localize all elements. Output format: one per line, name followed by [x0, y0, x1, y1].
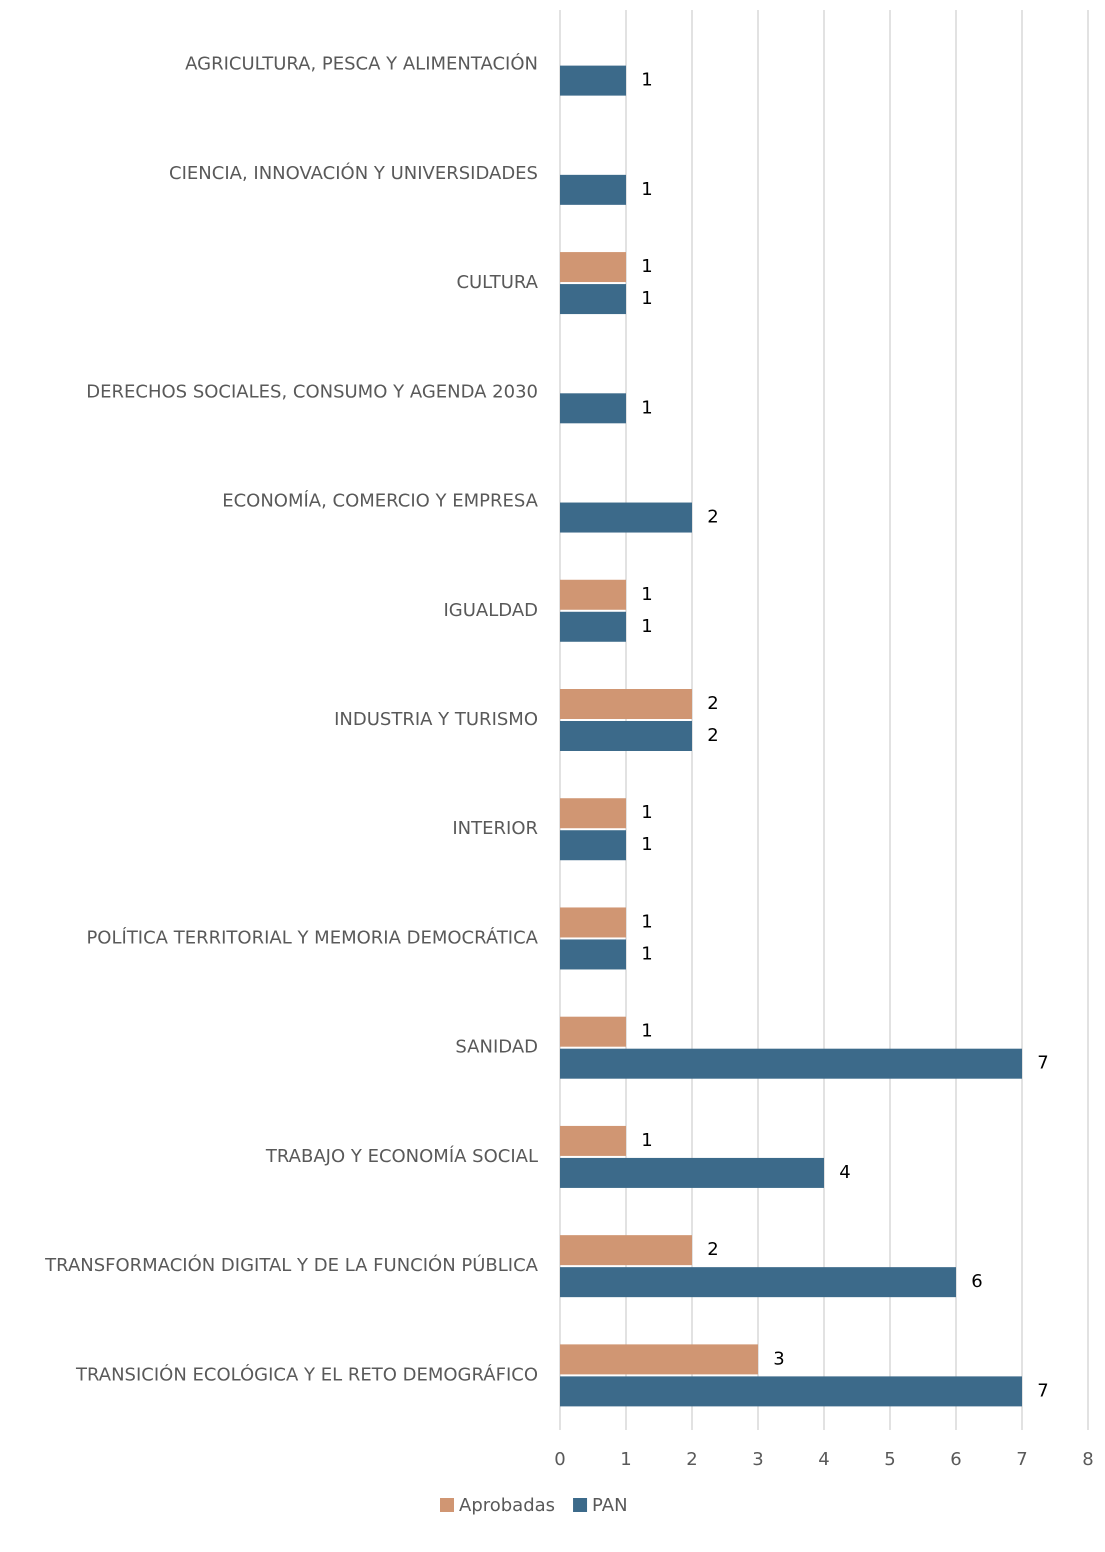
legend-label: Aprobadas — [459, 1495, 555, 1516]
y-tick-label: SANIDAD — [455, 1037, 538, 1058]
x-tick-label: 0 — [554, 1449, 565, 1470]
bar — [560, 689, 692, 719]
value-label: 2 — [707, 693, 718, 714]
value-label: 2 — [707, 725, 718, 746]
bar — [560, 502, 692, 533]
x-tick-label: 7 — [1016, 1449, 1027, 1470]
value-label: 1 — [641, 397, 652, 418]
x-tick-label: 2 — [686, 1449, 697, 1470]
value-label: 1 — [641, 1021, 652, 1042]
value-label: 1 — [641, 802, 652, 823]
value-label: 6 — [971, 1271, 982, 1292]
y-tick-label: IGUALDAD — [444, 600, 539, 621]
y-tick-label: INDUSTRIA Y TURISMO — [334, 709, 538, 730]
value-label: 1 — [641, 834, 652, 855]
value-label: 1 — [641, 943, 652, 964]
x-tick-label: 3 — [752, 1449, 763, 1470]
bar — [560, 174, 626, 205]
bar — [560, 65, 626, 96]
value-label: 4 — [839, 1162, 850, 1183]
bar — [560, 1376, 1022, 1407]
bar — [560, 798, 626, 829]
bar — [560, 830, 626, 861]
bar — [560, 393, 626, 424]
y-tick-label: CULTURA — [456, 272, 538, 293]
y-tick-label: CIENCIA, INNOVACIÓN Y UNIVERSIDADES — [169, 162, 538, 184]
bar — [560, 1016, 626, 1047]
value-label: 3 — [773, 1348, 784, 1369]
bar — [560, 939, 626, 970]
y-tick-label: TRANSICIÓN ECOLÓGICA Y EL RETO DEMOGRÁFI… — [75, 1363, 538, 1385]
legend-label: PAN — [592, 1495, 627, 1516]
x-tick-label: 1 — [620, 1449, 631, 1470]
value-label: 1 — [641, 256, 652, 277]
x-tick-label: 4 — [818, 1449, 829, 1470]
value-label: 1 — [641, 288, 652, 309]
bar — [560, 1267, 956, 1298]
legend-swatch — [573, 1498, 588, 1512]
bar — [560, 252, 626, 283]
x-tick-label: 5 — [884, 1449, 895, 1470]
bar — [560, 1157, 824, 1188]
y-tick-label: TRANSFORMACIÓN DIGITAL Y DE LA FUNCIÓN P… — [44, 1254, 539, 1276]
bar — [560, 721, 692, 751]
y-tick-label: TRABAJO Y ECONOMÍA SOCIAL — [265, 1145, 538, 1167]
legend-swatch — [440, 1498, 454, 1512]
value-label: 7 — [1037, 1380, 1048, 1401]
bar — [560, 611, 626, 642]
bar — [560, 1125, 626, 1156]
value-label: 1 — [641, 584, 652, 605]
bar — [560, 579, 626, 610]
value-label: 1 — [641, 1130, 652, 1151]
x-tick-label: 6 — [950, 1449, 961, 1470]
bar — [560, 1048, 1022, 1079]
bar — [560, 284, 626, 315]
value-label: 2 — [707, 1239, 718, 1260]
bar — [560, 1235, 692, 1266]
value-label: 2 — [707, 507, 718, 528]
x-tick-label: 8 — [1082, 1449, 1093, 1470]
bar — [560, 907, 626, 938]
y-tick-label: POLÍTICA TERRITORIAL Y MEMORIA DEMOCRÁTI… — [86, 926, 538, 948]
value-label: 1 — [641, 179, 652, 200]
y-tick-label: AGRICULTURA, PESCA Y ALIMENTACIÓN — [185, 53, 538, 75]
value-label: 7 — [1037, 1053, 1048, 1074]
value-label: 1 — [641, 70, 652, 91]
y-tick-label: ECONOMÍA, COMERCIO Y EMPRESA — [222, 490, 538, 512]
value-label: 1 — [641, 616, 652, 637]
bar — [560, 1344, 758, 1375]
value-label: 1 — [641, 911, 652, 932]
y-tick-label: DERECHOS SOCIALES, CONSUMO Y AGENDA 2030 — [86, 381, 538, 402]
y-tick-label: INTERIOR — [452, 818, 538, 839]
